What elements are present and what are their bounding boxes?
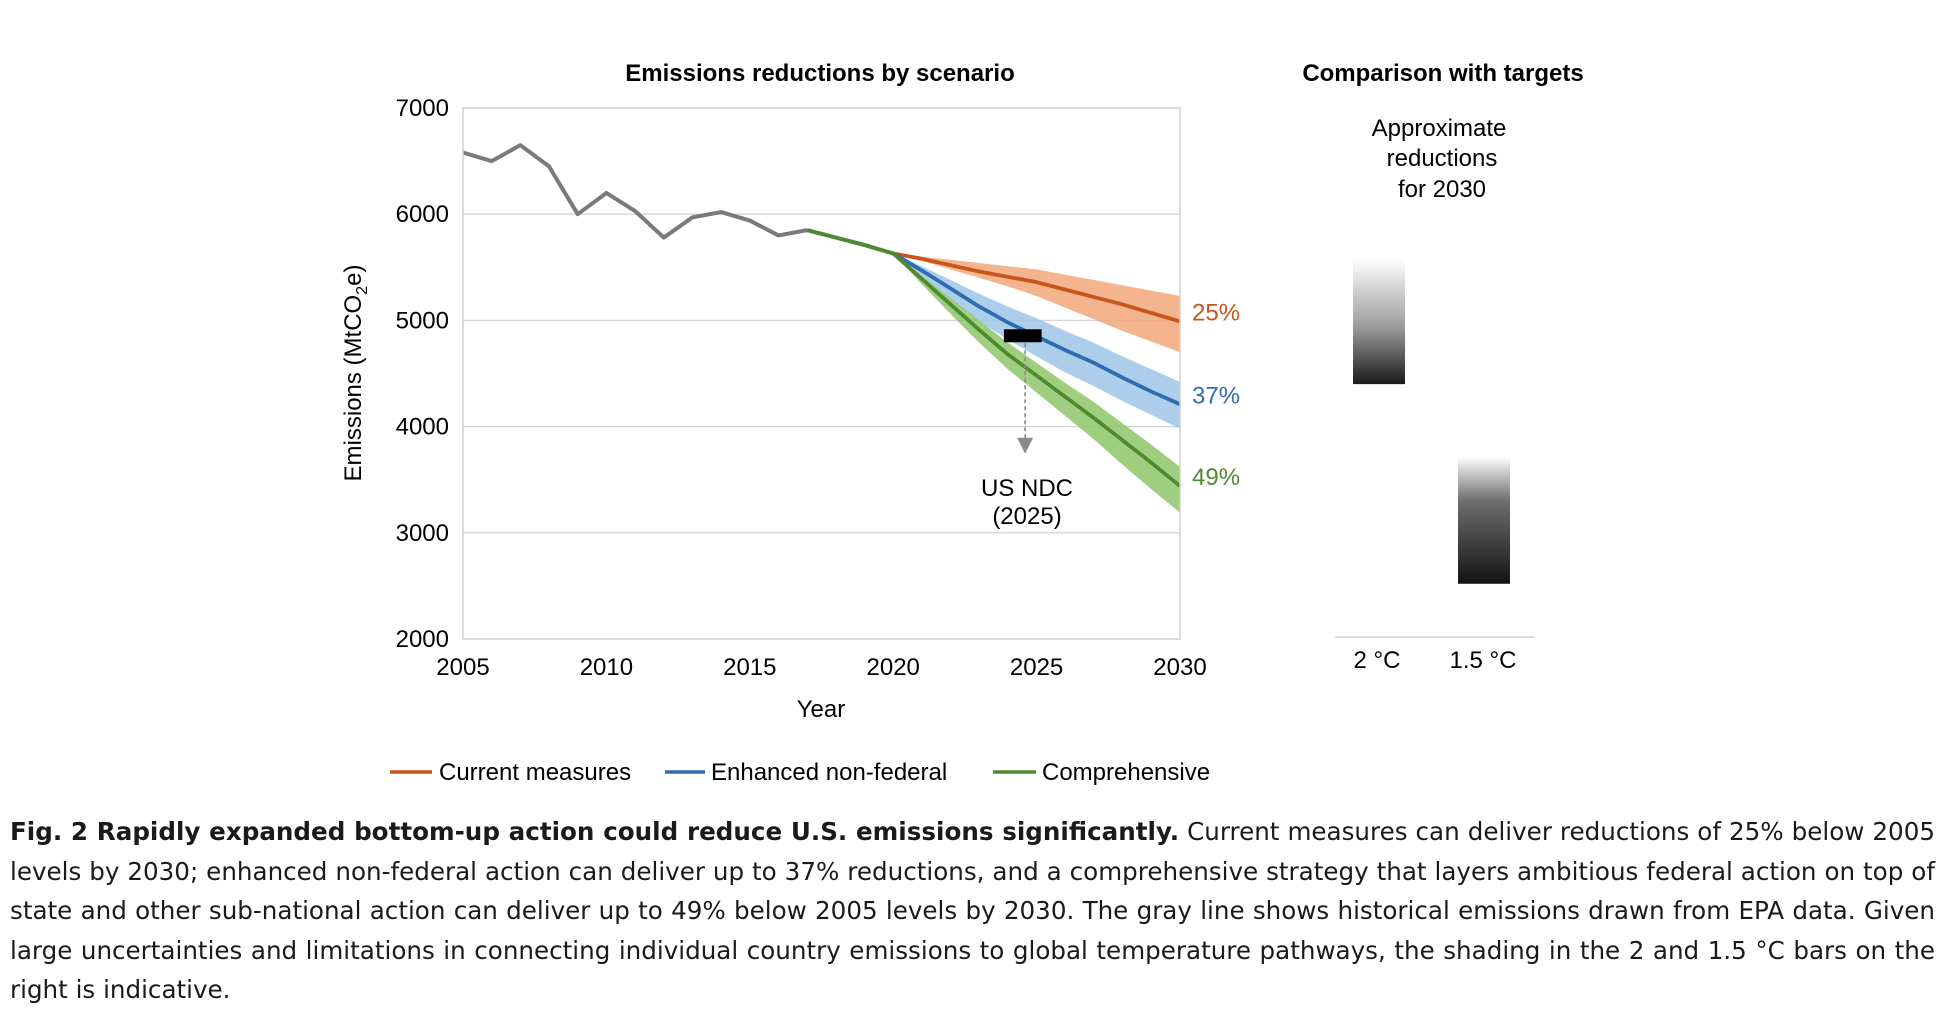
y-tick-4000: 4000: [396, 414, 449, 441]
chart-canvas: Emissions reductions by scenario 2000 300…: [340, 60, 1584, 786]
chart-title: Emissions reductions by scenario: [625, 60, 1014, 87]
legend: Current measures Enhanced non-federal Co…: [390, 759, 1210, 786]
y-tick-6000: 6000: [396, 201, 449, 228]
targets-panel: Comparison with targets Approximate redu…: [1302, 60, 1583, 674]
line-historical: [462, 143, 808, 240]
x-tick-2015: 2015: [723, 654, 776, 681]
caption-heading: Fig. 2 Rapidly expanded bottom-up action…: [10, 817, 1180, 846]
band-enhanced-non-federal: [807, 230, 1180, 429]
x-tick-2030: 2030: [1153, 654, 1206, 681]
ndc-label-line1: US NDC: [981, 475, 1073, 502]
ndc-annotation: US NDC (2025): [981, 329, 1073, 530]
target-bar-1-5c: [1458, 456, 1510, 584]
targets-subtitle-line2: reductions: [1387, 145, 1498, 172]
targets-title: Comparison with targets: [1302, 60, 1583, 87]
band-current-measures: [807, 230, 1180, 353]
ndc-marker-bar: [1003, 329, 1042, 343]
plot-frame: [462, 107, 1181, 640]
x-tick-2025: 2025: [1010, 654, 1063, 681]
y-tick-3000: 3000: [396, 520, 449, 547]
targets-subtitle-line3: for 2030: [1398, 176, 1486, 203]
legend-label-enhanced-non-federal: Enhanced non-federal: [711, 759, 947, 786]
y-tick-labels: 2000 3000 4000 5000 6000 7000: [396, 95, 449, 653]
figure-caption: Fig. 2 Rapidly expanded bottom-up action…: [10, 812, 1935, 1010]
ndc-label-line2: (2025): [992, 503, 1061, 530]
y-tick-5000: 5000: [396, 307, 449, 334]
end-label-37pct: 37%: [1192, 382, 1240, 409]
line-comprehensive: [806, 228, 1182, 488]
figure: Emissions reductions by scenario 2000 300…: [340, 60, 1584, 786]
uncertainty-bands: [807, 230, 1180, 513]
main-chart: Emissions reductions by scenario 2000 300…: [340, 60, 1240, 786]
x-tick-2005: 2005: [436, 654, 489, 681]
legend-label-comprehensive: Comprehensive: [1042, 759, 1210, 786]
caption-body: Current measures can deliver reductions …: [10, 817, 1935, 1004]
y-tick-2000: 2000: [396, 626, 449, 653]
y-tick-7000: 7000: [396, 95, 449, 122]
gridlines: [463, 213, 1180, 534]
series-lines: [462, 143, 1182, 488]
legend-label-current-measures: Current measures: [439, 759, 631, 786]
target-label-1-5c: 1.5 °C: [1450, 647, 1517, 674]
series-end-labels: 25% 37% 49%: [1192, 299, 1240, 491]
x-tick-2020: 2020: [867, 654, 920, 681]
targets-subtitle-line1: Approximate: [1372, 115, 1507, 142]
target-bar-2c: [1353, 258, 1405, 385]
end-label-25pct: 25%: [1192, 299, 1240, 326]
x-axis-label: Year: [797, 696, 846, 723]
target-label-2c: 2 °C: [1354, 647, 1401, 674]
x-tick-labels: 2005 2010 2015 2020 2025 2030: [436, 654, 1206, 681]
end-label-49pct: 49%: [1192, 464, 1240, 491]
x-tick-2010: 2010: [580, 654, 633, 681]
y-axis-label: Emissions (MtCO2e): [340, 265, 371, 482]
